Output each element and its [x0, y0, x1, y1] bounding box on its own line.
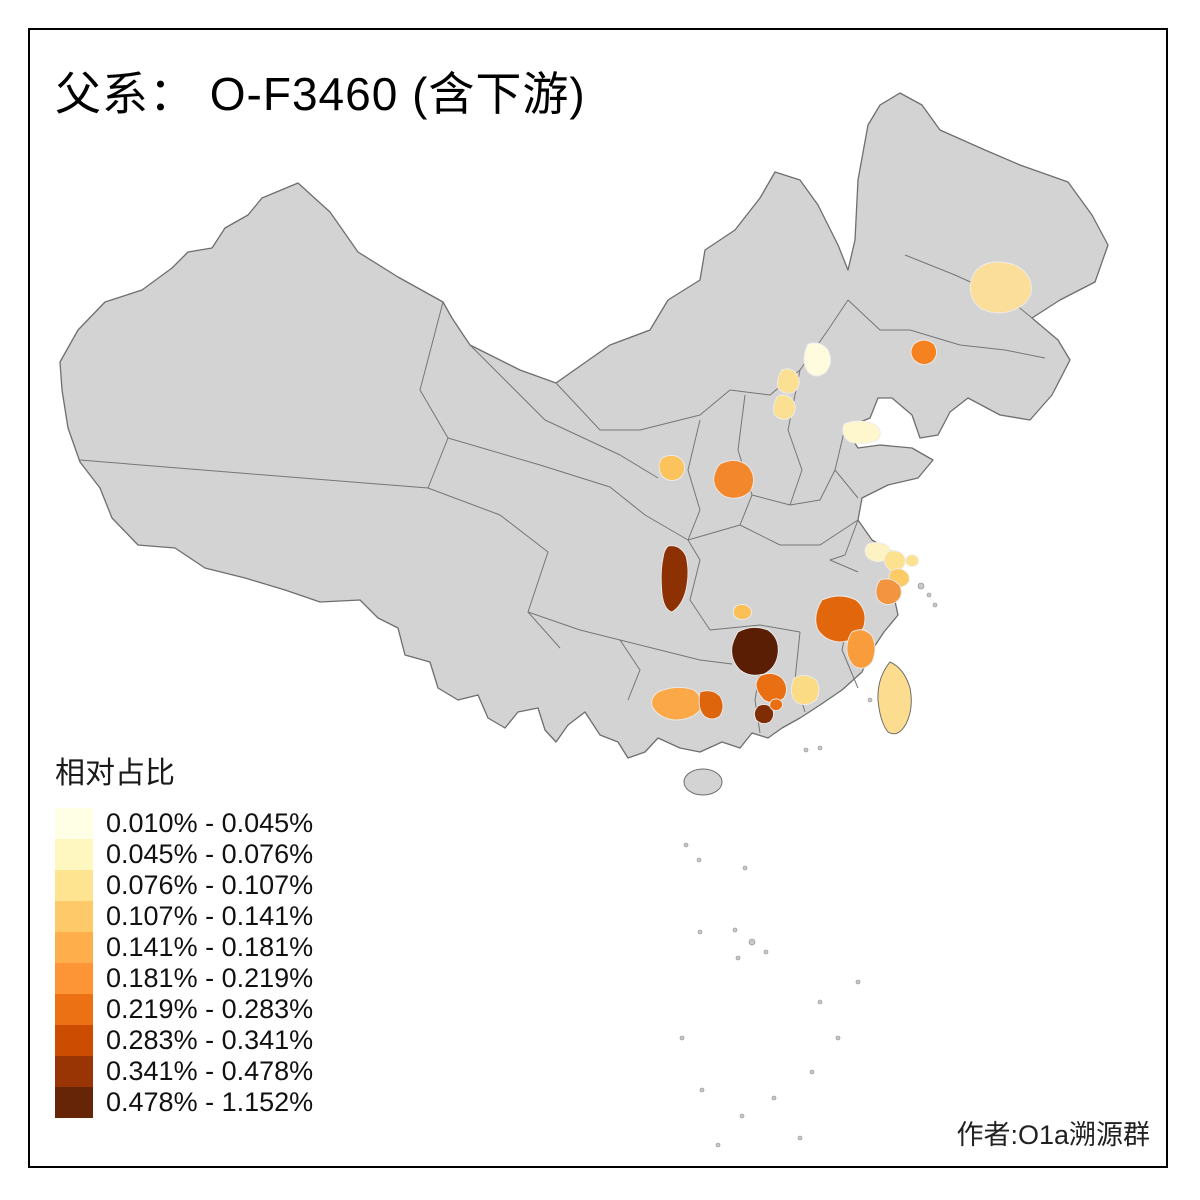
legend-row: 0.283% - 0.341%	[55, 1025, 313, 1056]
legend-label: 0.478% - 1.152%	[106, 1087, 314, 1117]
region-zhejiang-orange	[875, 578, 902, 605]
legend-label: 0.181% - 0.219%	[106, 963, 314, 993]
legend-swatch	[55, 839, 93, 870]
legend-label: 0.076% - 0.107%	[106, 870, 314, 900]
legend: 相对占比 0.010% - 0.045% 0.045% - 0.076% 0.0…	[55, 748, 313, 1118]
region-beijing	[803, 342, 831, 377]
author-credit: 作者:O1a溯源群	[956, 1120, 1150, 1150]
region-shaanxi-central	[713, 460, 754, 499]
region-hebei-south	[773, 394, 796, 420]
legend-swatch	[55, 1025, 93, 1056]
region-guangdong-orange	[769, 698, 784, 712]
small-islands	[679, 582, 938, 1148]
hainan-island	[683, 768, 723, 796]
region-hubei-small	[732, 603, 753, 621]
legend-row: 0.141% - 0.181%	[55, 932, 313, 963]
region-guangdong-dark	[753, 703, 775, 725]
legend-row: 0.181% - 0.219%	[55, 963, 313, 994]
legend-row: 0.107% - 0.141%	[55, 901, 313, 932]
region-guangxi-orange	[651, 687, 702, 721]
region-shandong-east	[842, 420, 881, 445]
legend-row: 0.076% - 0.107%	[55, 870, 313, 901]
legend-swatch	[55, 1056, 93, 1087]
region-guangxi-dark-orange	[698, 690, 724, 720]
taiwan-island	[877, 661, 912, 735]
legend-label: 0.141% - 0.181%	[106, 932, 314, 962]
region-guangdong-north	[791, 675, 820, 705]
region-shanghai-dot	[905, 554, 920, 568]
legend-row: 0.010% - 0.045%	[55, 808, 313, 839]
plot-border	[28, 28, 1168, 1168]
legend-swatch	[55, 963, 93, 994]
legend-swatch	[55, 1087, 93, 1118]
legend-swatch	[55, 808, 93, 839]
legend-label: 0.283% - 0.341%	[106, 1025, 314, 1055]
region-liaoning-city	[910, 339, 937, 365]
page-title: 父系： O-F3460 (含下游)	[55, 68, 586, 120]
region-hebei-north	[777, 368, 800, 394]
legend-label: 0.341% - 0.478%	[106, 1056, 314, 1086]
legend-label: 0.010% - 0.045%	[106, 808, 314, 838]
region-jilin-central	[969, 261, 1032, 314]
legend-rows: 0.010% - 0.045% 0.045% - 0.076% 0.076% -…	[55, 808, 313, 1118]
region-gansu-south	[658, 455, 685, 481]
legend-swatch	[55, 901, 93, 932]
legend-row: 0.478% - 1.152%	[55, 1087, 313, 1118]
legend-row: 0.341% - 0.478%	[55, 1056, 313, 1087]
region-fujian-coast	[846, 629, 876, 669]
legend-row: 0.045% - 0.076%	[55, 839, 313, 870]
legend-label: 0.045% - 0.076%	[106, 839, 314, 869]
legend-row: 0.219% - 0.283%	[55, 994, 313, 1025]
legend-swatch	[55, 870, 93, 901]
legend-swatch	[55, 994, 93, 1025]
region-chongqing-west	[660, 545, 689, 613]
legend-title: 相对占比	[55, 757, 175, 790]
legend-label: 0.219% - 0.283%	[106, 994, 314, 1024]
legend-label: 0.107% - 0.141%	[106, 901, 314, 931]
legend-swatch	[55, 932, 93, 963]
